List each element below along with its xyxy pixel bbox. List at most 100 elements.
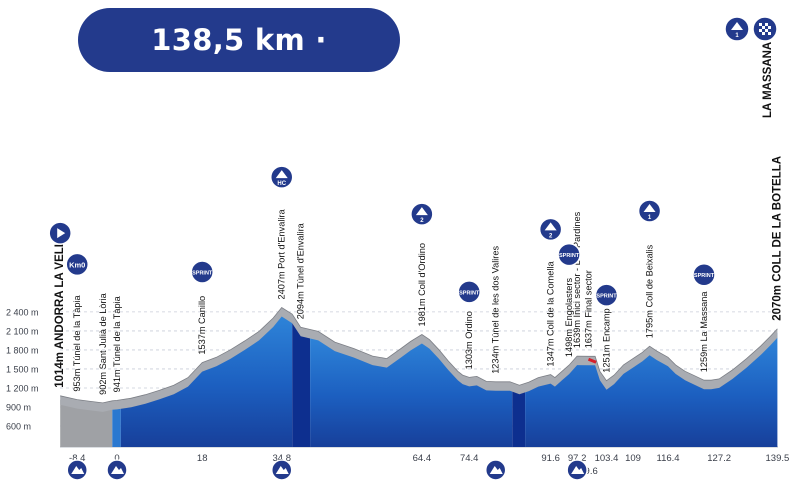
- sprint-label: SPRINT: [596, 294, 617, 300]
- x-tick-label: 109: [625, 453, 641, 464]
- sprint-label: SPRINT: [192, 271, 213, 277]
- elevation-label-text: 953m Túnel de la Tàpia: [72, 295, 82, 392]
- elevation-label-text: 1981m Coll d'Ordino: [417, 243, 427, 326]
- x-tick-label: 18: [197, 453, 208, 464]
- climb-category-label: 1: [735, 33, 739, 39]
- elevation-label-text: 1537m Canillo: [197, 296, 207, 355]
- elevation-label: 2070m COLL DE LA BOTELLA: [771, 156, 783, 321]
- elevation-label-text: 902m Sant Julià de Lòria: [98, 292, 108, 395]
- sprint-label: SPRINT: [694, 273, 715, 279]
- x-tick-label: 0: [114, 453, 119, 464]
- y-tick-label: 900 m: [6, 402, 31, 412]
- elevation-label-text: 1303m Ordino: [464, 311, 474, 369]
- mountain-glyph: [275, 466, 289, 474]
- profile-fill: [60, 311, 778, 447]
- flag-cell: [762, 32, 765, 35]
- y-tick-label: 2 400 m: [6, 307, 39, 317]
- elevation-label-text: 1014m ANDORRA LA VELLA: [54, 232, 66, 388]
- km0-icon: [65, 252, 89, 277]
- climb-category-label: 1: [648, 215, 652, 221]
- climb-triangle: [544, 222, 557, 231]
- elevation-label-text: 1795m Coll de Beixalis: [645, 244, 655, 338]
- y-tick-label: 1 200 m: [6, 383, 39, 393]
- x-tick-label: 99.6: [579, 466, 598, 477]
- elevation-label-text: 2407m Port d'Envalira: [277, 209, 287, 300]
- mountain-glyph: [489, 466, 503, 474]
- y-tick-label: 1 500 m: [6, 364, 39, 374]
- finish-town-label: LA MASSANA: [762, 42, 774, 118]
- annotations: 1014m ANDORRA LA VELLA 953m Túnel de la T…: [54, 42, 783, 395]
- x-tick-label: 34.8: [272, 453, 291, 464]
- flag-cell: [759, 29, 762, 32]
- elevation-label: 941m Túnel de la Tàpia: [112, 295, 122, 392]
- climb-triangle: [275, 170, 288, 179]
- elevation-label: 1259m La Massana: [699, 291, 709, 373]
- elevation-label-text: 2070m COLL DE LA BOTELLA: [771, 156, 783, 321]
- mountain-glyph: [111, 466, 124, 474]
- mountain-glyph: [71, 466, 85, 474]
- flag-cell: [765, 29, 768, 32]
- x-tick-label: 97.2: [568, 453, 587, 464]
- finish-town-text: LA MASSANA: [762, 42, 774, 118]
- elevation-label: 1303m Ordino: [464, 311, 474, 369]
- sprint-icon: [692, 262, 716, 287]
- flag-cell: [768, 26, 771, 29]
- gravel-sector-marker: [587, 357, 597, 364]
- elevation-label: 1795m Coll de Beixalis: [645, 244, 655, 338]
- flag-cell: [768, 32, 771, 35]
- elevation-label: 2407m Port d'Envalira: [277, 209, 287, 300]
- summary-badge: 138,5 km · 4.270D+: [78, 8, 400, 121]
- flag-cell: [759, 23, 762, 26]
- elevation-label-text: 1347m Coll de la Comella: [546, 261, 556, 367]
- sprint-icon: [557, 242, 581, 267]
- elevation-label: 1014m ANDORRA LA VELLA: [54, 232, 66, 388]
- elevation-label-text: 1637m Final sector: [584, 270, 594, 348]
- elevation-label-text: 2094m Túnel d'Envalira: [296, 222, 306, 319]
- y-tick-label: 600 m: [6, 422, 31, 432]
- climb-triangle: [643, 203, 656, 212]
- elevation-label-text: 1498m Engolasters: [564, 278, 574, 358]
- profile-road-band: [60, 307, 778, 412]
- elevation-label: 1347m Coll de la Comella: [546, 261, 556, 367]
- elevation-label-text: 1251m Encamp: [602, 308, 612, 372]
- climb-triangle: [415, 207, 428, 216]
- x-tick-label: 139.5: [766, 453, 790, 464]
- elevation-label: 1537m Canillo: [197, 296, 207, 355]
- x-axis: -8.4 0 18 34.8 64.4 74.4 91.6 97.2 99.6 103.4 109 1…: [69, 453, 789, 477]
- y-tick-label: 1 800 m: [6, 345, 39, 355]
- x-tick-label: 103.4: [595, 453, 619, 464]
- icons: Km0 SPRINT HC 2 SPRINT 2 SPRINT SPRINT 1 SPRINT 1: [48, 16, 778, 481]
- flag-cell: [762, 26, 765, 29]
- elevation-label: 1498m Engolasters: [564, 278, 574, 358]
- climb-category-label: 2: [549, 233, 553, 239]
- elevation-label: 1251m Encamp: [602, 308, 612, 372]
- sprint-label: SPRINT: [559, 253, 580, 259]
- elevation-label-text: 1234m Túnel de les dos Valires: [491, 246, 501, 374]
- elevation-label: 1234m Túnel de les dos Valires: [491, 246, 501, 374]
- profile-area-segment: [292, 318, 311, 447]
- elevation-label-text: 1259m La Massana: [699, 291, 709, 373]
- profile-outline: [60, 306, 778, 404]
- y-axis: 2 400 m 2 100 m 1 800 m 1 500 m 1 200 m 900 m…: [6, 307, 39, 431]
- elevation-label: 1981m Coll d'Ordino: [417, 243, 427, 326]
- sprint-label: SPRINT: [459, 290, 480, 296]
- elevation-label-text: 1639m Inici sector - Les Pardines: [572, 211, 582, 348]
- x-tick-label: 91.6: [541, 453, 560, 464]
- y-tick-label: 2 100 m: [6, 326, 39, 336]
- elevation-label: 1639m Inici sector - Les Pardines: [572, 211, 582, 348]
- x-tick-label: 116.4: [656, 453, 679, 464]
- elevation-label: 1637m Final sector: [584, 270, 594, 348]
- flag-cell: [765, 23, 768, 26]
- climb-category-label: 2: [420, 218, 424, 224]
- x-tick-label: 74.4: [460, 453, 479, 464]
- sprint-icon: [594, 283, 619, 307]
- km0-label: Km0: [69, 260, 85, 269]
- elevation-label: 902m Sant Julià de Lòria: [98, 292, 108, 395]
- x-tick-label: 127.2: [707, 453, 731, 464]
- x-tick-label: 64.4: [413, 453, 432, 464]
- elevation-label-text: 941m Túnel de la Tàpia: [112, 295, 122, 392]
- start-arrow: [57, 228, 66, 239]
- sprint-icon: [457, 280, 481, 304]
- profile-area-segment: [310, 333, 513, 447]
